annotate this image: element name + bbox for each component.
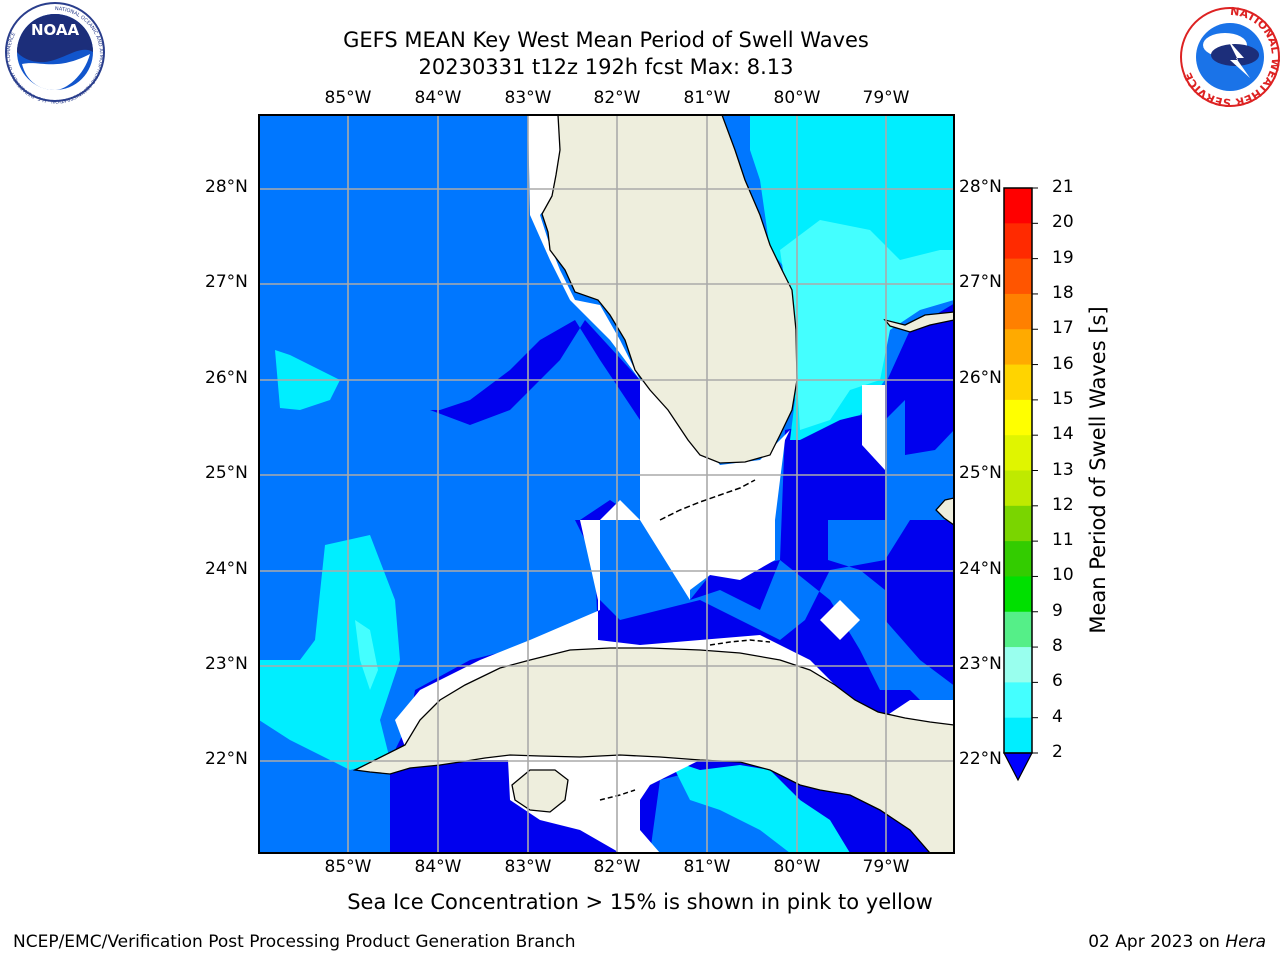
colorbar-segment	[1004, 505, 1032, 542]
lon-label: 82°W	[593, 88, 641, 108]
title-line-1: GEFS MEAN Key West Mean Period of Swell …	[343, 28, 869, 52]
colorbar-tick-label: 11	[1052, 530, 1074, 551]
lon-label: 80°W	[773, 857, 821, 877]
map-area	[259, 115, 954, 853]
colorbar-tick-label: 18	[1052, 282, 1074, 303]
band-6-8-atlantic	[780, 220, 954, 430]
lat-label: 24°N	[959, 559, 1002, 579]
colorbar-segment	[1004, 293, 1032, 330]
colorbar-segment	[1004, 435, 1032, 472]
colorbar-tick-label: 16	[1052, 353, 1074, 374]
lon-label: 79°W	[862, 88, 910, 108]
lat-label: 26°N	[959, 368, 1002, 388]
colorbar-segment	[1004, 470, 1032, 507]
colorbar-segment	[1004, 576, 1032, 613]
colorbar-segment	[1004, 647, 1032, 683]
lat-label: 24°N	[205, 559, 248, 579]
colorbar-segment	[1004, 541, 1032, 578]
lon-label: 85°W	[324, 857, 372, 877]
lat-label: 28°N	[205, 177, 248, 197]
colorbar-tick-label: 13	[1052, 459, 1074, 480]
lat-label: 22°N	[959, 749, 1002, 769]
colorbar-tick-label: 14	[1052, 424, 1074, 445]
lon-label: 85°W	[324, 88, 372, 108]
colorbar	[1003, 187, 1038, 782]
lon-label: 80°W	[773, 88, 821, 108]
colorbar-segment	[1004, 258, 1032, 295]
lat-label: 23°N	[959, 654, 1002, 674]
band-4-6-caribbean	[670, 760, 850, 853]
lat-label: 25°N	[959, 463, 1002, 483]
lon-label: 84°W	[414, 88, 462, 108]
nws-logo: NATIONAL WEATHER SERVICE	[1180, 5, 1280, 109]
colorbar-segment	[1004, 682, 1032, 719]
svg-text:NOAA: NOAA	[31, 21, 80, 39]
lat-label: 23°N	[205, 654, 248, 674]
lon-label: 83°W	[504, 88, 552, 108]
colorbar-segment	[1004, 188, 1032, 224]
lon-label: 81°W	[683, 88, 731, 108]
colorbar-segment	[1004, 717, 1032, 754]
grid-lines	[259, 115, 954, 853]
florida-land	[541, 115, 798, 464]
lat-label: 27°N	[959, 272, 1002, 292]
colorbar-tick-label: 6	[1052, 671, 1063, 692]
colorbar-segment	[1004, 329, 1032, 366]
lon-label: 82°W	[593, 857, 641, 877]
footer-machine: Hera	[1225, 932, 1266, 952]
lat-label: 25°N	[205, 463, 248, 483]
colorbar-tick-label: 19	[1052, 247, 1074, 268]
noaa-logo: NOAA NATIONAL OCEANIC AND ATMOSPHERIC AD…	[5, 2, 105, 104]
lon-label: 81°W	[683, 857, 731, 877]
colorbar-tick-label: 2	[1052, 742, 1063, 762]
colorbar-extension	[1003, 752, 1033, 782]
footer-date: 02 Apr 2023 on Hera	[1088, 932, 1266, 952]
colorbar-tick-label: 10	[1052, 565, 1074, 586]
lat-label: 27°N	[205, 272, 248, 292]
lat-label: 26°N	[205, 368, 248, 388]
colorbar-tick-label: 12	[1052, 494, 1074, 515]
sea-ice-note: Sea Ice Concentration > 15% is shown in …	[347, 890, 933, 914]
map-frame	[258, 114, 955, 854]
lat-label: 28°N	[959, 177, 1002, 197]
colorbar-tick-label: 4	[1052, 706, 1063, 727]
colorbar-tick-label: 9	[1052, 600, 1063, 621]
colorbar-segment	[1004, 364, 1032, 401]
colorbar-tick-label: 15	[1052, 388, 1074, 409]
title-line-2: 20230331 t12z 192h fcst Max: 8.13	[418, 55, 794, 79]
lon-label: 83°W	[504, 857, 552, 877]
colorbar-tick-label: 20	[1052, 212, 1074, 233]
lon-label: 79°W	[862, 857, 910, 877]
isle-of-youth-land	[511, 769, 569, 813]
band-4-6-yucatan	[259, 535, 400, 770]
cuba-land	[352, 647, 954, 853]
colorbar-segment	[1004, 399, 1032, 436]
colorbar-tick-label: 8	[1052, 636, 1063, 657]
colorbar-tick-label: 17	[1052, 318, 1074, 339]
lon-label: 84°W	[414, 857, 462, 877]
lat-label: 22°N	[205, 749, 248, 769]
colorbar-tick-label: 21	[1052, 177, 1074, 197]
colorbar-segment	[1004, 611, 1032, 648]
footer-branch: NCEP/EMC/Verification Post Processing Pr…	[13, 932, 576, 952]
colorbar-segment	[1004, 223, 1032, 260]
